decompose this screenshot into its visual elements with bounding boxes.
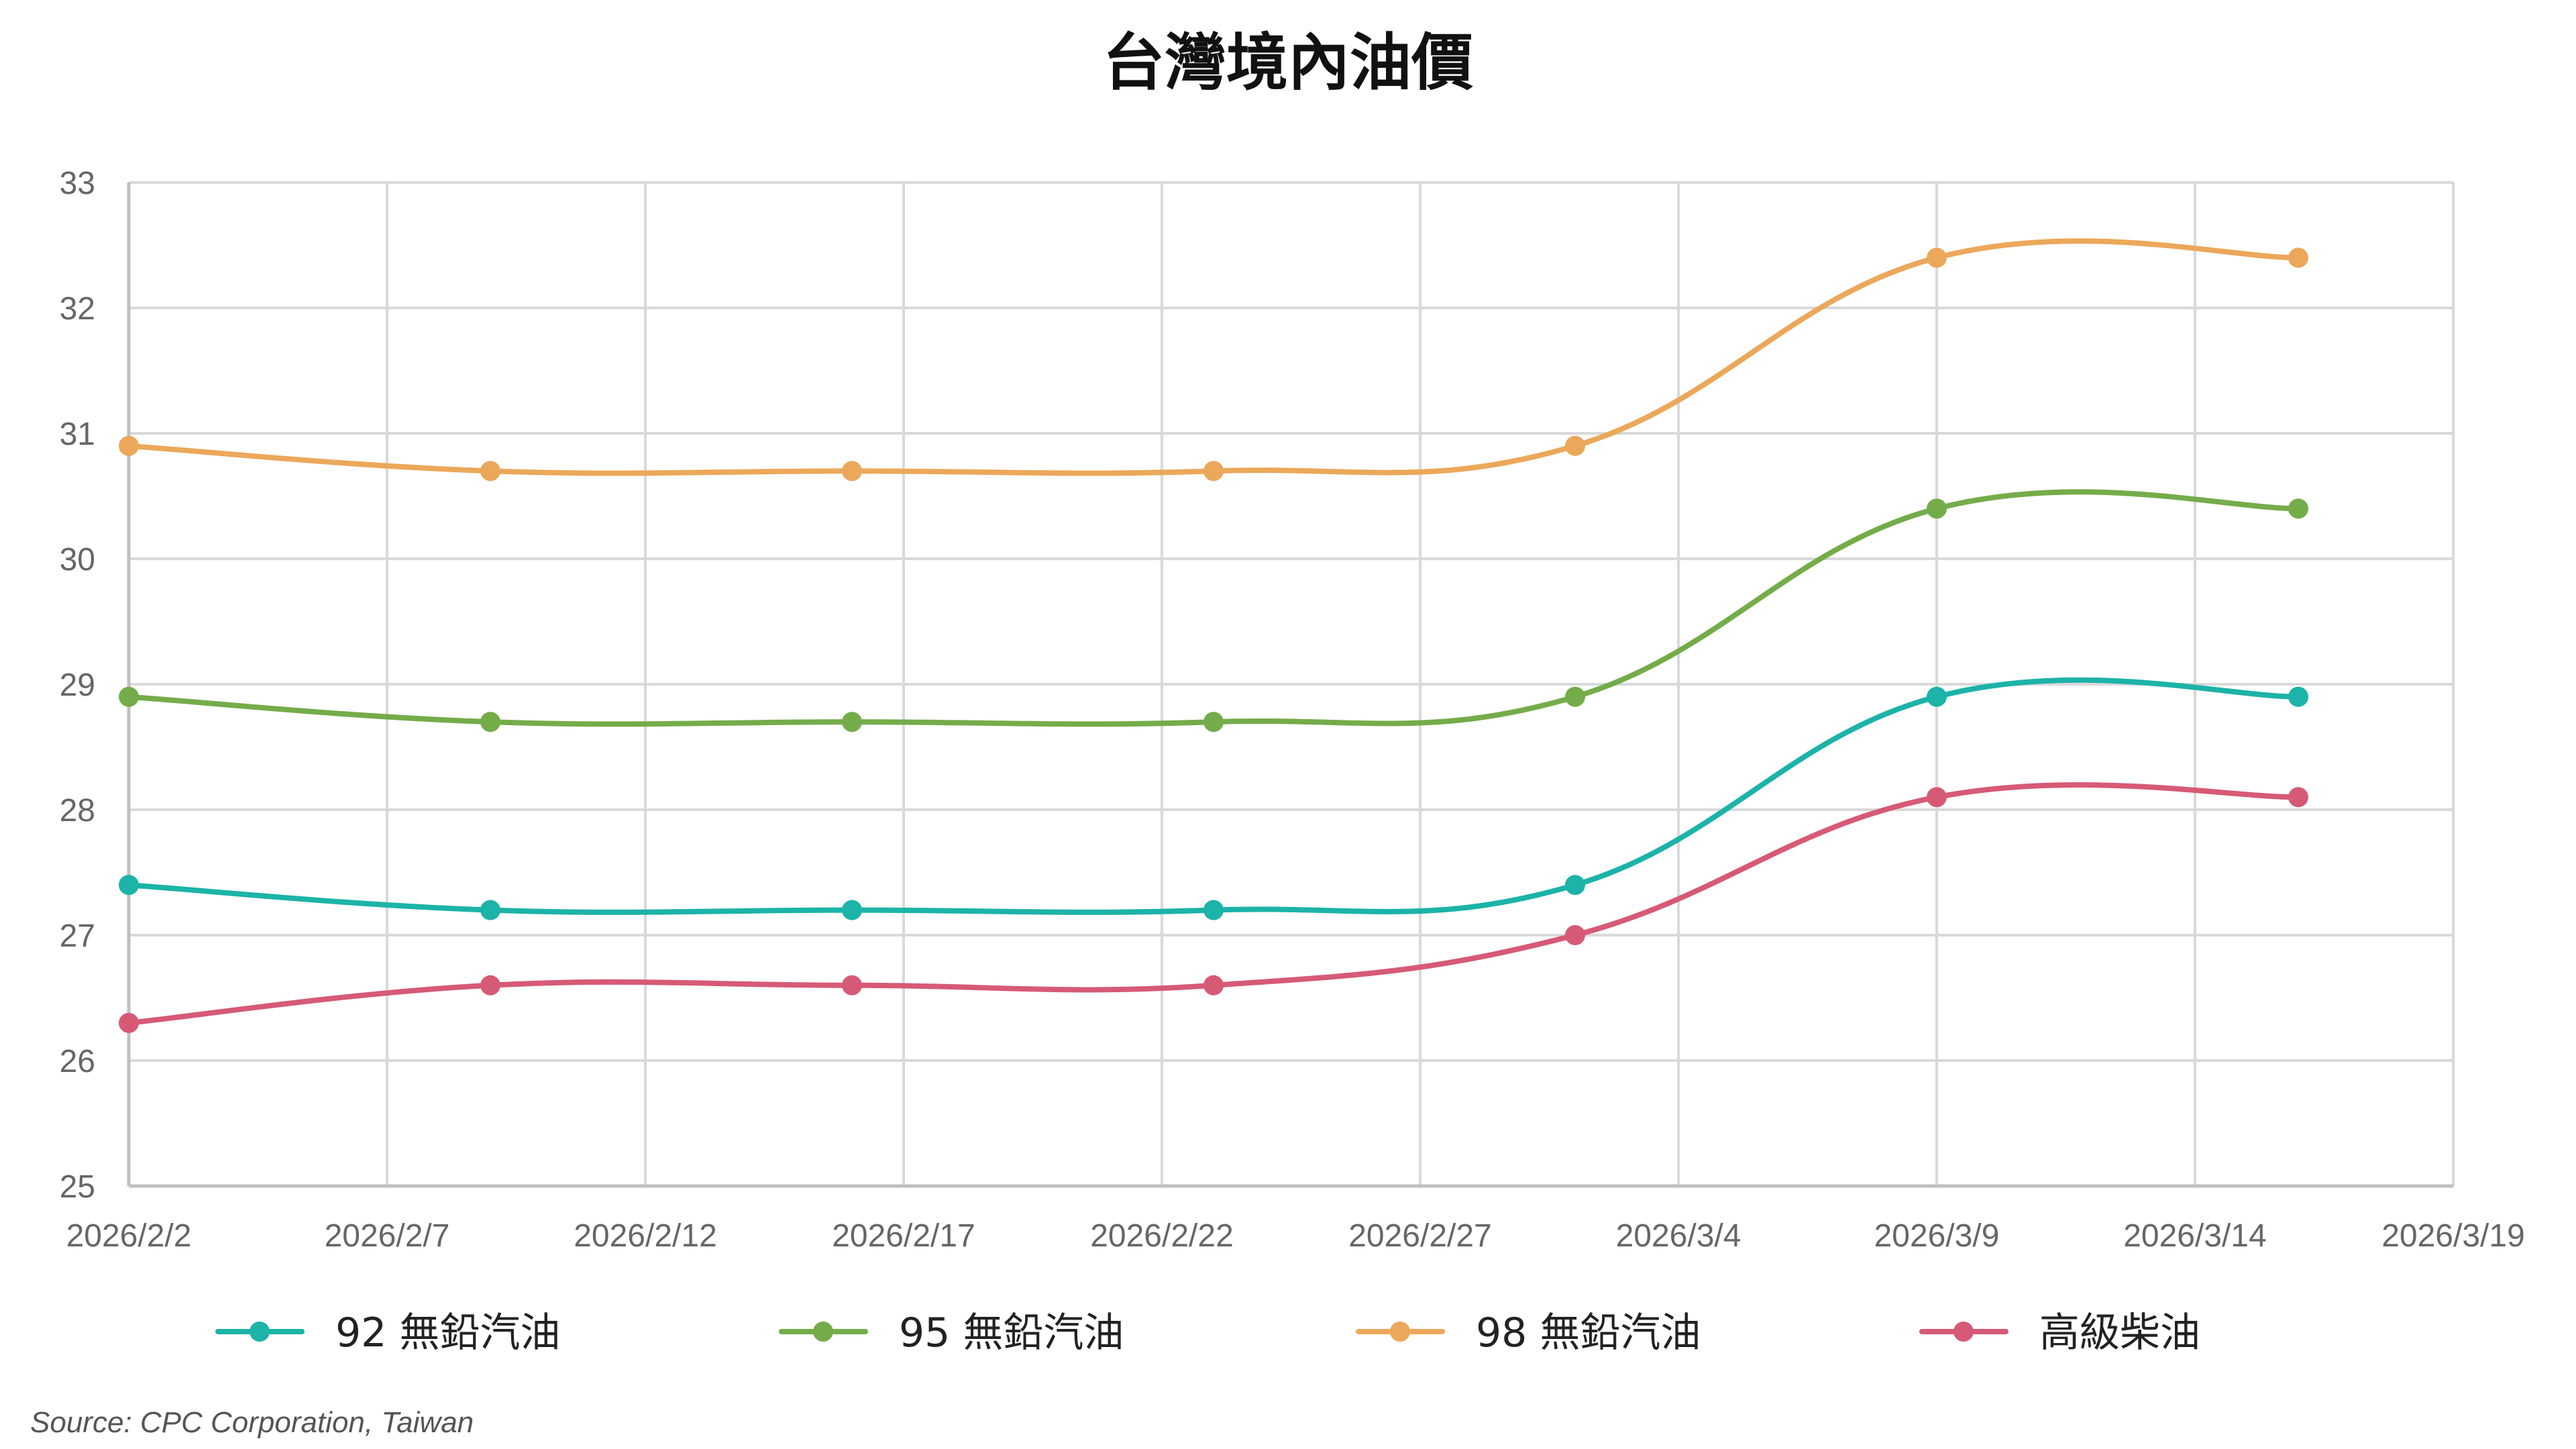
x-tick-label: 2026/3/14	[2123, 1218, 2267, 1254]
y-tick-label: 26	[60, 1044, 95, 1079]
x-tick-label: 2026/2/12	[574, 1218, 717, 1254]
y-tick-label: 32	[60, 291, 95, 327]
data-point[interactable]	[480, 900, 500, 920]
legend-label: 92 無鉛汽油	[335, 1309, 560, 1356]
data-point[interactable]	[842, 461, 862, 482]
y-tick-label: 27	[60, 918, 95, 954]
data-point[interactable]	[1203, 900, 1224, 920]
series-3	[119, 238, 2308, 482]
data-point[interactable]	[480, 461, 500, 482]
data-point[interactable]	[480, 975, 500, 996]
data-point[interactable]	[842, 900, 862, 920]
data-point[interactable]	[2288, 686, 2308, 707]
data-point[interactable]	[480, 712, 500, 733]
legend-item[interactable]: 95 無鉛汽油	[779, 1309, 1124, 1356]
data-point[interactable]	[1927, 787, 1947, 808]
data-point[interactable]	[1565, 875, 1585, 896]
series-4	[119, 782, 2308, 1033]
series-1	[119, 677, 2308, 920]
axis-layer: 25 26 27 28 29 30 31 32 33 2026/2/2 2026/2/7 2026/2…	[60, 166, 2525, 1254]
series-layer	[119, 238, 2308, 1033]
data-point[interactable]	[119, 435, 139, 456]
x-tick-label: 2026/2/17	[832, 1218, 975, 1254]
data-point[interactable]	[1565, 435, 1585, 456]
legend-label: 95 無鉛汽油	[899, 1309, 1124, 1356]
data-point[interactable]	[1203, 975, 1224, 996]
x-tick-label: 2026/2/22	[1090, 1218, 1234, 1254]
data-point[interactable]	[1565, 925, 1585, 945]
x-tick-label: 2026/3/9	[1874, 1218, 2000, 1254]
legend-item[interactable]: 高級柴油	[1919, 1309, 2200, 1356]
x-tick-label: 2026/2/2	[66, 1218, 192, 1254]
data-point[interactable]	[2288, 787, 2308, 808]
legend-item[interactable]: 92 無鉛汽油	[215, 1309, 560, 1356]
source-note: Source: CPC Corporation, Taiwan	[30, 1406, 474, 1439]
series-line	[126, 238, 2301, 476]
data-point[interactable]	[842, 712, 862, 733]
x-tick-label: 2026/3/4	[1616, 1218, 1741, 1254]
data-point[interactable]	[119, 1012, 139, 1033]
data-point[interactable]	[2288, 498, 2308, 519]
legend-swatch-marker	[813, 1322, 833, 1342]
legend-label: 高級柴油	[2039, 1309, 2200, 1356]
data-point[interactable]	[1927, 686, 1947, 707]
legend-swatch-marker	[1953, 1322, 1974, 1342]
data-point[interactable]	[1203, 712, 1224, 733]
y-tick-label: 29	[60, 667, 95, 703]
data-point[interactable]	[119, 875, 139, 896]
y-tick-label: 33	[60, 166, 95, 201]
legend-label: 98 無鉛汽油	[1476, 1309, 1701, 1356]
data-point[interactable]	[1203, 461, 1224, 482]
series-2	[119, 489, 2308, 733]
x-tick-label: 2026/3/19	[2381, 1218, 2525, 1254]
y-tick-label: 25	[60, 1169, 95, 1205]
legend-item[interactable]: 98 無鉛汽油	[1356, 1309, 1701, 1356]
y-tick-label: 30	[60, 542, 95, 578]
grid-layer	[127, 181, 2455, 1187]
data-point[interactable]	[1565, 686, 1585, 707]
y-tick-label: 31	[60, 417, 95, 452]
data-point[interactable]	[842, 975, 862, 996]
data-point[interactable]	[1927, 498, 1947, 519]
legend-swatch-marker	[250, 1322, 270, 1342]
chart-title: 台灣境內油價	[1103, 27, 1473, 99]
y-tick-label: 28	[60, 793, 95, 828]
x-tick-label: 2026/2/27	[1348, 1218, 1492, 1254]
data-point[interactable]	[119, 686, 139, 707]
legend-swatch-marker	[1390, 1322, 1410, 1342]
data-point[interactable]	[1927, 248, 1947, 268]
legend: 92 無鉛汽油 95 無鉛汽油 98 無鉛汽油 高級柴油	[215, 1309, 2200, 1356]
data-point[interactable]	[2288, 248, 2308, 268]
x-tick-label: 2026/2/7	[325, 1218, 450, 1254]
